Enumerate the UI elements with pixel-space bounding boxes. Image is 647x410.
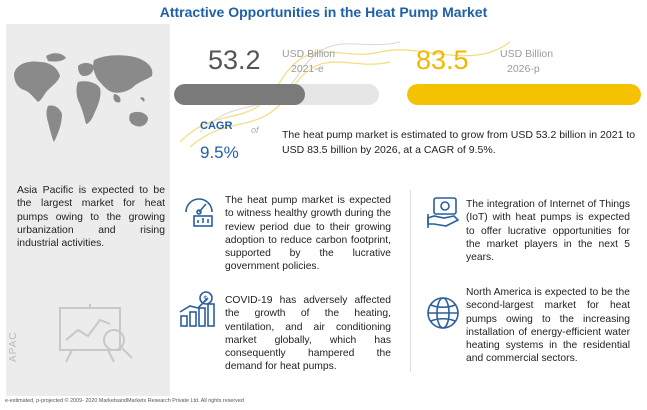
footer-note: e-estimated, p-projected © 2009- 2020 Ma…	[5, 398, 244, 404]
region-label: APAC	[8, 331, 19, 363]
year-2026: 2026-p	[507, 63, 540, 75]
unit-2026: USD Billion	[500, 48, 554, 60]
card-iot-text: The integration of Internet of Things (I…	[466, 199, 630, 264]
gauge-chart-icon	[185, 198, 213, 227]
svg-text:$: $	[203, 294, 208, 303]
market-value-2026: 83.5	[416, 45, 469, 75]
card-north-america-text: North America is expected to be the seco…	[466, 287, 630, 365]
cagr-description: The heat pump market is estimated to gro…	[282, 129, 636, 156]
growth-chart-icon: $	[179, 291, 215, 327]
card-growth-text: The heat pump market is expected to witn…	[225, 195, 391, 273]
left-panel: Asia Pacific is expected to be the large…	[6, 24, 170, 396]
progress-bar-2026	[407, 84, 641, 105]
progress-fill-2021	[174, 84, 306, 105]
iot-money-icon	[427, 197, 460, 228]
year-2021: 2021-e	[291, 63, 324, 75]
globe-icon	[427, 297, 459, 329]
cagr-value: 9.5%	[200, 143, 239, 162]
world-map-icon	[14, 53, 153, 142]
page-title: Attractive Opportunities in the Heat Pum…	[159, 4, 488, 20]
market-value-2021: 53.2	[208, 45, 261, 75]
card-covid-text: COVID-19 has adversely affected the grow…	[225, 295, 391, 373]
apac-description: Asia Pacific is expected to be the large…	[17, 185, 165, 250]
analytics-board-icon	[59, 304, 133, 363]
divider	[410, 190, 411, 372]
unit-2021: USD Billion	[282, 48, 336, 60]
progress-bar-2021	[174, 84, 379, 105]
progress-fill-2026	[407, 84, 641, 105]
cagr-of-label: of	[251, 125, 259, 135]
cagr-label: CAGR	[200, 120, 233, 132]
